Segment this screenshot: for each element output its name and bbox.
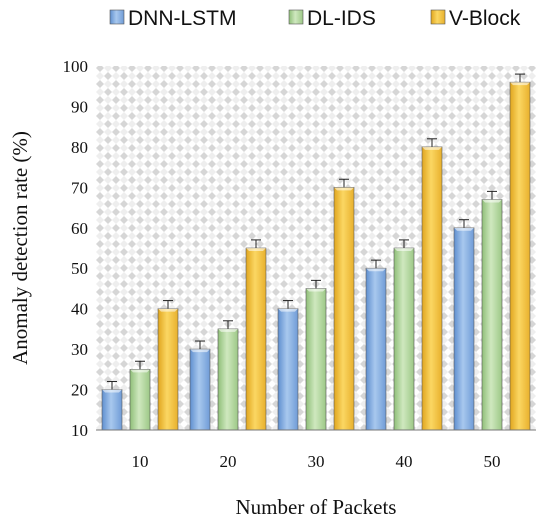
- error-bar: [283, 300, 293, 309]
- bar-dl-ids-20: [217, 328, 239, 431]
- bar-v-block-50: [509, 81, 531, 431]
- bar-bevel: [190, 349, 210, 353]
- y-tick-label: 40: [71, 300, 88, 319]
- error-bar: [487, 190, 497, 200]
- legend-swatch: [430, 9, 446, 25]
- error-bar: [459, 219, 469, 228]
- error-bar: [135, 360, 145, 370]
- legend: DNN-LSTM DL-IDS V-Block: [109, 7, 521, 30]
- bar-bevel: [366, 268, 386, 272]
- y-tick-label: 100: [63, 57, 89, 76]
- error-bar: [251, 239, 261, 248]
- y-axis-title: Anomaly detection rate (%): [8, 131, 32, 365]
- bar-dnn-lstm-40: [365, 267, 387, 431]
- y-tick-label: 60: [71, 219, 88, 238]
- bar-dl-ids-50: [481, 199, 503, 431]
- bar-bevel: [278, 308, 298, 312]
- error-bar: [195, 340, 205, 350]
- bar-bevel: [510, 82, 530, 86]
- x-tick-label: 20: [220, 452, 237, 471]
- y-tick-label: 10: [71, 421, 88, 440]
- bar-bevel: [130, 369, 150, 373]
- error-bar: [339, 178, 349, 188]
- legend-label: DL-IDS: [307, 7, 376, 30]
- bar-bevel: [482, 199, 502, 203]
- error-bar: [515, 73, 525, 83]
- x-tick-label: 50: [484, 452, 501, 471]
- bar-bevel: [334, 187, 354, 191]
- error-bar: [399, 239, 409, 248]
- bar-v-block-30: [333, 187, 355, 431]
- x-tick-label: 30: [308, 452, 325, 471]
- y-tick-label: 80: [71, 138, 88, 157]
- bar-dl-ids-40: [393, 247, 415, 431]
- y-tick-label: 70: [71, 178, 88, 197]
- bar-dl-ids-30: [305, 288, 327, 431]
- bar-bevel: [306, 288, 326, 292]
- bar-v-block-20: [245, 247, 267, 431]
- bars: [101, 81, 531, 431]
- bar-bevel: [246, 248, 266, 251]
- legend-item-dnn-lstm: DNN-LSTM: [109, 7, 237, 30]
- legend-swatch: [109, 9, 125, 25]
- legend-label: DNN-LSTM: [128, 7, 237, 30]
- legend-label: V-Block: [449, 7, 521, 30]
- x-axis-ticks: 10 20 30 40 50: [132, 452, 501, 471]
- x-tick-label: 40: [396, 452, 413, 471]
- bar-v-block-40: [421, 146, 443, 431]
- y-tick-label: 90: [71, 97, 88, 116]
- error-bar: [163, 300, 173, 309]
- bar-bevel: [454, 227, 474, 231]
- bar-bevel: [102, 389, 122, 393]
- y-axis-ticks: 10 20 30 40 50 60 70 80 90 100: [63, 57, 89, 440]
- legend-item-dl-ids: DL-IDS: [288, 7, 376, 30]
- y-tick-label: 50: [71, 259, 88, 278]
- x-tick-label: 10: [132, 452, 149, 471]
- x-axis-title: Number of Packets: [236, 495, 397, 519]
- y-tick-label: 30: [71, 340, 88, 359]
- error-bars: [107, 73, 525, 390]
- bar-bevel: [218, 328, 238, 332]
- error-bar: [107, 380, 117, 390]
- error-bar: [311, 279, 321, 289]
- bar-dnn-lstm-50: [453, 227, 475, 431]
- bar-dnn-lstm-30: [277, 308, 299, 431]
- error-bar: [427, 138, 437, 147]
- y-tick-label: 20: [71, 381, 88, 400]
- bar-bevel: [158, 308, 178, 312]
- error-bar: [371, 259, 381, 269]
- bar-bevel: [394, 248, 414, 251]
- bar-bevel: [422, 146, 442, 150]
- bar-v-block-10: [157, 308, 179, 431]
- bar-dl-ids-10: [129, 369, 151, 431]
- legend-item-v-block: V-Block: [430, 7, 521, 30]
- bar-dnn-lstm-20: [189, 348, 211, 431]
- error-bar: [223, 320, 233, 329]
- legend-swatch: [288, 9, 304, 25]
- bar-dnn-lstm-10: [101, 389, 123, 431]
